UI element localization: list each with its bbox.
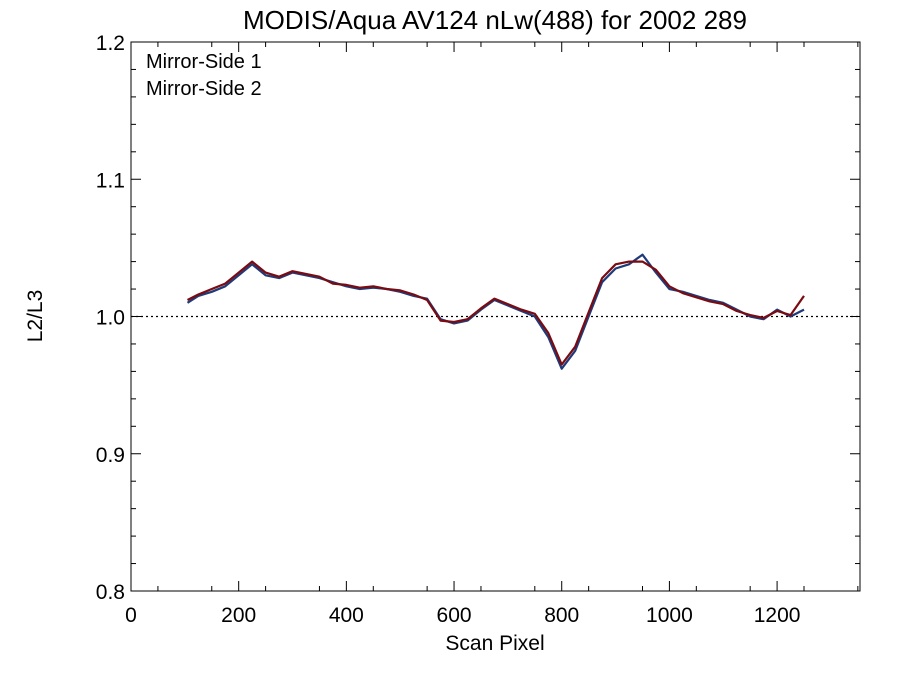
x-tick-label: 800 xyxy=(544,604,579,627)
series-line-mirror-side-2 xyxy=(187,260,805,366)
legend: Mirror-Side 1 Mirror-Side 2 xyxy=(146,51,262,100)
x-tick-label: 0 xyxy=(125,604,137,627)
y-tick-label: 1.1 xyxy=(96,169,125,192)
legend-entry-mirror-side-1: Mirror-Side 1 xyxy=(146,51,262,73)
x-tick-label: 400 xyxy=(329,604,364,627)
x-tick-label: 600 xyxy=(437,604,472,627)
x-axis-label: Scan Pixel xyxy=(445,632,544,655)
legend-entry-mirror-side-2: Mirror-Side 2 xyxy=(146,78,262,100)
x-tick-label: 1200 xyxy=(754,604,801,627)
y-tick-label: 0.9 xyxy=(96,444,125,467)
y-tick-label: 0.8 xyxy=(96,581,125,604)
x-tick-label: 1000 xyxy=(646,604,693,627)
y-axis-label: L2/L3 xyxy=(24,290,47,343)
axis-ticks: 0 200 400 600 800 1000 1200 0.8 0.9 1.0 1.1 1.2 xyxy=(96,32,860,627)
y-tick-label: 1.0 xyxy=(96,307,125,330)
chart-title: MODIS/Aqua AV124 nLw(488) for 2002 289 xyxy=(243,5,747,35)
series-layer xyxy=(186,253,805,370)
y-tick-label: 1.2 xyxy=(96,32,125,55)
x-tick-label: 200 xyxy=(221,604,256,627)
series-line-mirror-side-1 xyxy=(186,253,805,370)
